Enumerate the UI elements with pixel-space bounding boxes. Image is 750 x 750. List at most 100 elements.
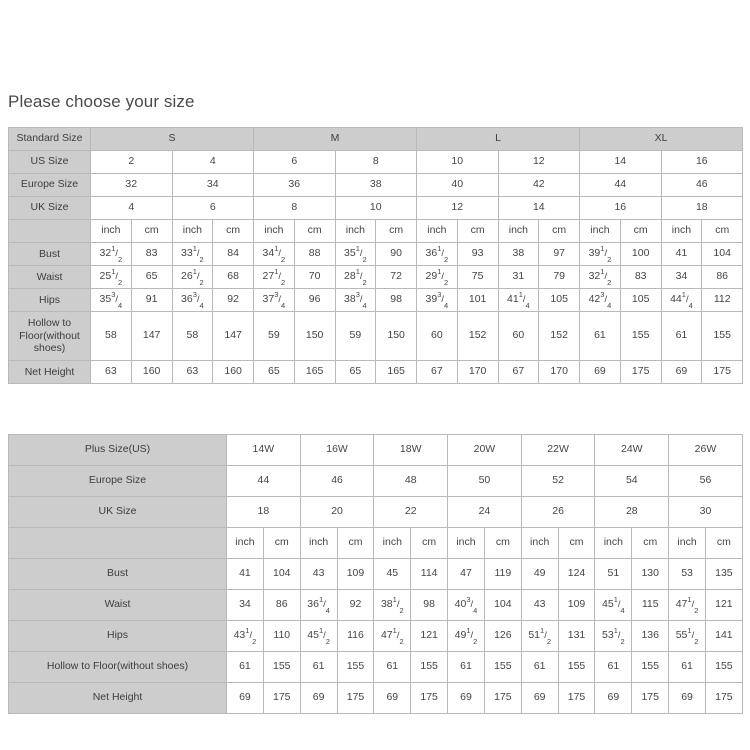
size-value[interactable]: 12 [498,150,581,174]
size-group-s[interactable]: S [90,127,255,151]
unit-header-inch: inch [172,219,214,243]
measure-value: 69 [594,682,633,714]
measure-value: 69 [668,682,706,714]
size-group-xl[interactable]: XL [579,127,744,151]
measure-value: 92 [212,288,255,312]
measure-value: 65 [131,265,173,289]
size-value[interactable]: 44 [579,173,662,197]
size-value[interactable]: 6 [172,196,255,220]
size-value[interactable]: 22 [373,496,449,528]
size-value[interactable]: 30 [668,496,743,528]
size-value[interactable]: 18W [373,434,449,466]
size-value[interactable]: 4 [172,150,255,174]
measure-value: 441/4 [661,288,703,312]
size-value[interactable]: 40 [416,173,499,197]
size-value[interactable]: 46 [300,465,375,497]
measure-value: 391/2 [579,242,621,266]
size-value[interactable]: 44 [226,465,301,497]
measure-value: 65 [253,360,295,384]
size-value[interactable]: 46 [661,173,744,197]
measure-value: 175 [410,682,449,714]
size-value[interactable]: 38 [335,173,418,197]
measure-value: 101 [457,288,499,312]
measure-value: 423/4 [579,288,621,312]
size-value[interactable]: 2 [90,150,173,174]
size-value[interactable]: 18 [226,496,301,528]
measure-value: 551/2 [668,620,706,652]
measure-value: 175 [263,682,301,714]
size-value[interactable]: 8 [253,196,336,220]
unit-header-cm: cm [131,219,173,243]
row-label: Hollow to Floor(without shoes) [8,651,227,683]
measure-value: 175 [484,682,522,714]
measure-value: 152 [457,311,499,361]
measure-value: 60 [498,311,540,361]
size-value[interactable]: 8 [335,150,418,174]
standard-size-table: Standard Size S M L XL US Size 2 4 6 8 10 12 14 16 Eur… [8,127,744,384]
measure-value: 88 [294,242,336,266]
measure-value: 100 [620,242,662,266]
size-value[interactable]: 26W [668,434,743,466]
size-value[interactable]: 20 [300,496,375,528]
unit-header-cm: cm [705,527,743,559]
size-value[interactable]: 6 [253,150,336,174]
size-value[interactable]: 16 [579,196,662,220]
size-value[interactable]: 42 [498,173,581,197]
measure-value: 43 [300,558,338,590]
unit-header-cm: cm [410,527,449,559]
unit-header-inch: inch [253,219,295,243]
size-value[interactable]: 12 [416,196,499,220]
size-value[interactable]: 4 [90,196,173,220]
unit-header-row: inch cm inch cm inch cm inch cm inch cm inch cm inch… [8,527,743,559]
row-label: Bust [8,558,227,590]
measure-value: 67 [416,360,458,384]
size-value[interactable]: 16W [300,434,375,466]
size-value[interactable]: 20W [447,434,522,466]
measure-value: 83 [620,265,662,289]
measure-value: 79 [538,265,581,289]
size-value[interactable]: 14W [226,434,301,466]
row-label: Hips [8,620,227,652]
measure-value: 471/2 [668,589,706,621]
table-row: Bust 321/2 83 331/2 84 341/2 88 351/2 90 361/2 93 3… [8,242,744,266]
size-value[interactable]: 48 [373,465,449,497]
size-value[interactable]: 10 [416,150,499,174]
size-group-m[interactable]: M [253,127,418,151]
size-value[interactable]: 32 [90,173,173,197]
size-value[interactable]: 14 [579,150,662,174]
measure-value: 175 [705,682,743,714]
size-value[interactable]: 28 [594,496,670,528]
size-value[interactable]: 24 [447,496,522,528]
size-value[interactable]: 36 [253,173,336,197]
measure-value: 160 [212,360,255,384]
measure-value: 98 [410,589,449,621]
size-value[interactable]: 50 [447,465,522,497]
measure-value: 109 [337,558,375,590]
size-value[interactable]: 18 [661,196,744,220]
size-value[interactable]: 52 [521,465,596,497]
size-value[interactable]: 56 [668,465,743,497]
measure-value: 69 [373,682,412,714]
table-row: Hips 353/4 91 363/4 92 373/4 96 383/4 98 393/4 101… [8,288,744,312]
size-group-l[interactable]: L [416,127,581,151]
size-value[interactable]: 54 [594,465,670,497]
measure-value: 363/4 [172,288,214,312]
unit-header-cm: cm [620,219,662,243]
size-value[interactable]: 16 [661,150,744,174]
measure-value: 451/4 [594,589,633,621]
page-title: Please choose your size [8,92,195,111]
size-value[interactable]: 10 [335,196,418,220]
size-value[interactable]: 26 [521,496,596,528]
size-value[interactable]: 22W [521,434,596,466]
size-value[interactable]: 14 [498,196,581,220]
measure-value: 281/2 [335,265,377,289]
measure-value: 147 [212,311,255,361]
size-value[interactable]: 34 [172,173,255,197]
measure-value: 251/2 [90,265,132,289]
unit-header-inch: inch [498,219,540,243]
row-label: Waist [8,589,227,621]
size-value[interactable]: 24W [594,434,670,466]
measure-value: 170 [538,360,581,384]
measure-value: 69 [226,682,264,714]
table-row: Hollow to Floor(without shoes) 58 147 58 147 59… [8,311,744,361]
